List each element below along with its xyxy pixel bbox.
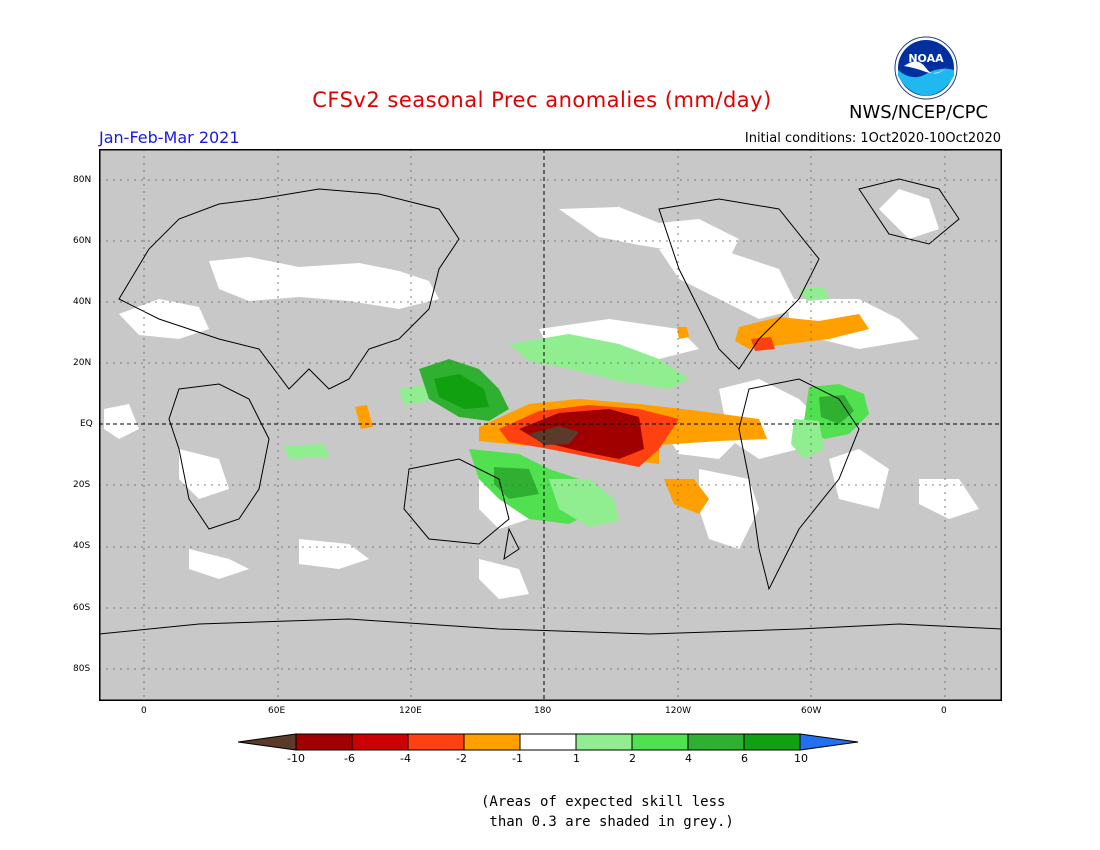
lon-label: 180 [534,706,552,716]
skill-note: (Areas of expected skill less than 0.3 a… [481,794,734,830]
colorbar-swatch [463,733,521,751]
agency-label: NWS/NCEP/CPC [849,102,989,123]
colorbar-label: 2 [629,752,636,765]
lon-label: 0 [941,706,947,716]
positive-anomaly-regions [284,287,869,527]
colorbar-label: -4 [400,752,411,765]
colorbar-swatch [631,733,689,751]
equator-dateline [99,149,1002,701]
lon-label: 60E [268,706,286,716]
colorbar [238,733,859,751]
lon-label: 60W [801,706,822,716]
lat-label: 60S [73,603,91,613]
map-title: CFSv2 seasonal Prec anomalies (mm/day) [312,88,772,112]
colorbar-swatch [519,733,577,751]
colorbar-swatch [295,733,353,751]
lat-label: 20S [73,480,91,490]
colorbar-label: 10 [794,752,808,765]
lat-label: 80S [73,664,91,674]
colorbar-swatch [687,733,745,751]
noaa-logo-icon: NOAA [894,36,958,100]
lat-label: 80N [73,175,92,185]
noaa-logo-text: NOAA [908,52,944,65]
lat-label: EQ [80,419,93,429]
coastlines [99,178,1002,635]
precip-anomaly-map [99,149,1002,701]
colorbar-label: 1 [573,752,580,765]
lon-label: 0 [141,706,147,716]
season-label: Jan-Feb-Mar 2021 [99,128,240,147]
colorbar-label: 6 [741,752,748,765]
colorbar-label: 4 [685,752,692,765]
colorbar-label: -2 [456,752,467,765]
grid-lines [99,149,1002,701]
lat-label: 40S [73,541,91,551]
lon-label: 120E [399,706,422,716]
lat-label: 60N [73,236,92,246]
colorbar-label: -10 [287,752,305,765]
colorbar-label: -6 [344,752,355,765]
lon-label: 120W [665,706,692,716]
colorbar-arrow-high [799,733,859,751]
negative-anomaly-regions [355,314,869,514]
colorbar-swatch [743,733,801,751]
colorbar-arrow-low [238,733,297,751]
colorbar-swatch [407,733,465,751]
lat-label: 20N [73,358,92,368]
lat-label: 40N [73,297,92,307]
map-frame [99,149,1002,701]
colorbar-swatch [575,733,633,751]
colorbar-swatch [351,733,409,751]
initial-conditions-label: Initial conditions: 1Oct2020-10Oct2020 [744,131,1001,146]
colorbar-label: -1 [512,752,523,765]
